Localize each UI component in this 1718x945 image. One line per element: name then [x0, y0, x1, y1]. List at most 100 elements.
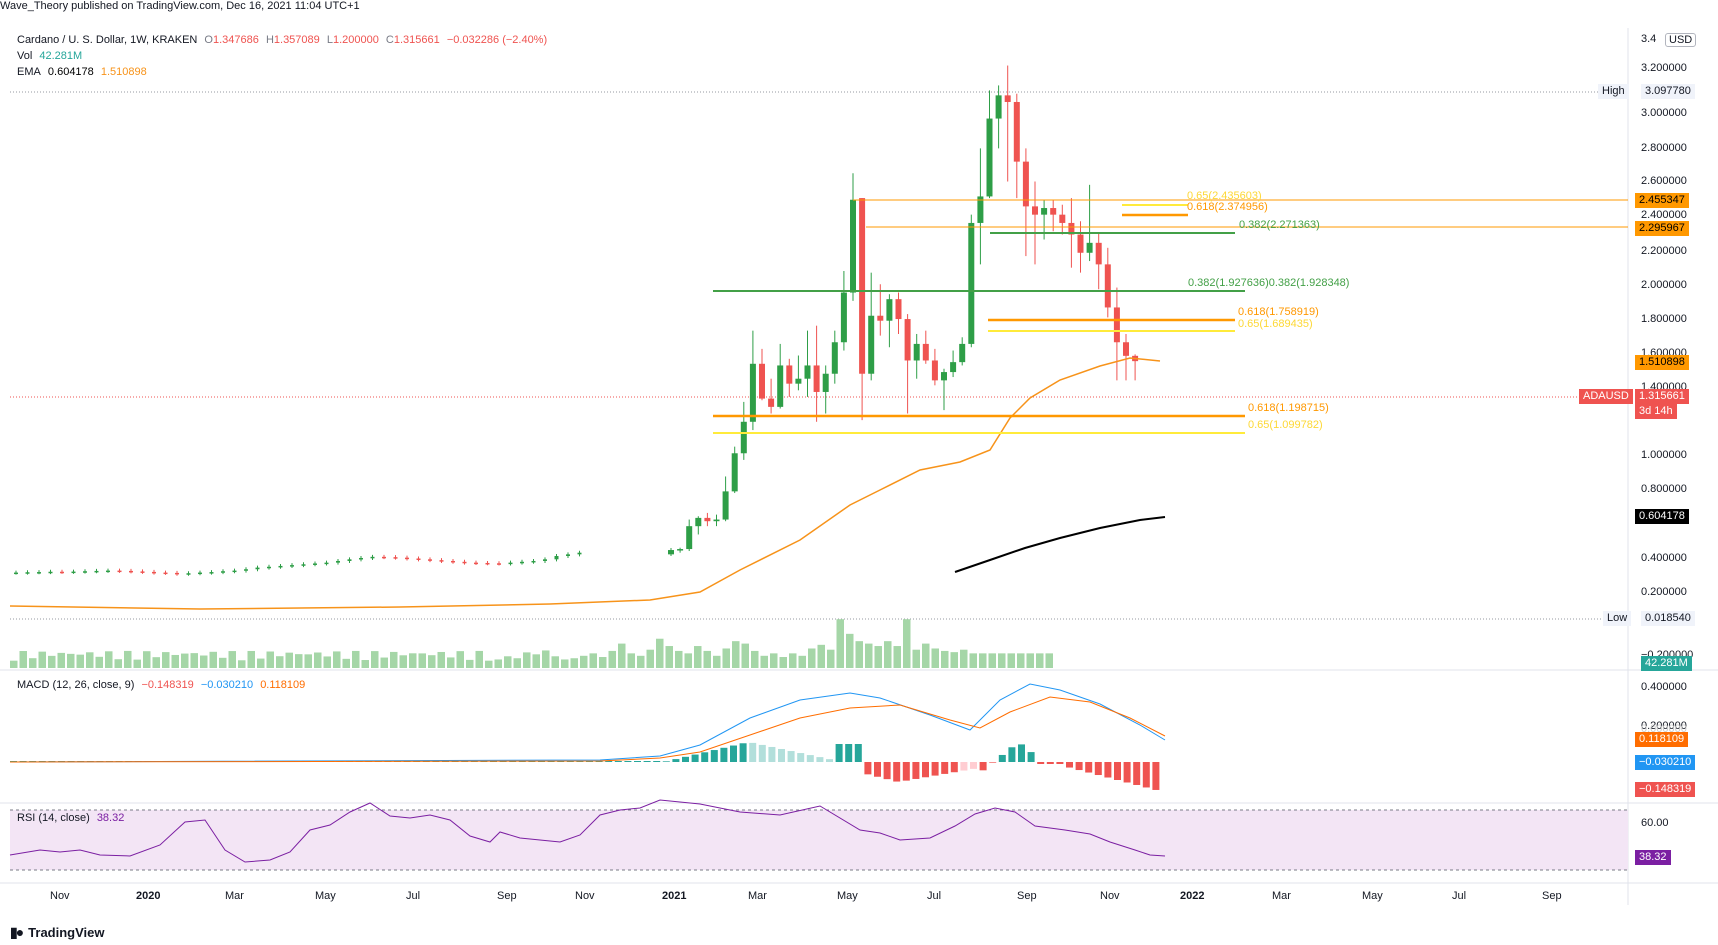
macd-histogram-bar — [998, 754, 1006, 762]
candle-body — [163, 572, 168, 575]
candle-body — [48, 571, 53, 574]
volume-bar — [295, 654, 303, 668]
volume-bar — [181, 653, 189, 668]
volume-bar — [551, 656, 559, 668]
volume-bar — [779, 657, 787, 668]
volume-bar — [361, 660, 369, 668]
time-tick: Sep — [1542, 890, 1562, 902]
volume-bar — [580, 655, 588, 668]
macd-histogram-bar — [1104, 762, 1112, 778]
volume-bar — [865, 643, 873, 668]
macd-histogram-bar — [806, 755, 814, 762]
candle-body — [895, 299, 902, 320]
macd-histogram-bar — [960, 762, 968, 771]
volume-bar — [893, 646, 901, 668]
volume-bar — [1036, 653, 1044, 668]
time-tick: 2021 — [662, 890, 687, 902]
candle-body — [531, 560, 536, 563]
candle-body — [977, 196, 984, 223]
volume-label: Vol — [17, 50, 33, 62]
price-tick: 2.400000 — [1641, 209, 1687, 221]
macd-histogram-bar — [1094, 762, 1102, 776]
candle-body — [1104, 264, 1111, 308]
volume-bar — [371, 651, 379, 668]
candle-body — [336, 560, 340, 563]
macd-histogram-bar — [922, 762, 929, 778]
candle-body — [221, 571, 225, 573]
candle-body — [1068, 222, 1075, 235]
time-tick: Jul — [1452, 890, 1467, 902]
high-marker-value: 3.097780 — [1641, 84, 1695, 99]
volume-bar — [304, 654, 312, 668]
macd-histogram-bar — [662, 761, 670, 762]
volume-bar — [162, 652, 170, 668]
tradingview-logo-icon: ▮● — [10, 924, 24, 940]
volume-bar — [532, 654, 540, 668]
volume-bar — [732, 641, 740, 668]
candle-body — [731, 453, 738, 492]
ema-legend: EMA 0.604178 1.510898 — [17, 66, 151, 78]
candle-body — [922, 343, 929, 361]
candle-body — [198, 572, 202, 575]
candle-body — [370, 556, 375, 559]
candle-body — [186, 573, 191, 575]
volume-bar — [285, 652, 293, 668]
candle-body — [941, 372, 947, 381]
candle-body — [850, 199, 856, 293]
tradingview-logo[interactable]: ▮● TradingView — [10, 924, 105, 941]
macd-histogram-bar — [912, 762, 920, 779]
time-tick: Mar — [1272, 890, 1291, 902]
macd-histogram-bar — [778, 748, 785, 762]
candle-body — [117, 570, 122, 573]
volume-bar — [637, 655, 645, 668]
candle-body — [804, 365, 811, 379]
volume-bar — [257, 658, 265, 668]
macd-histogram-bar — [768, 746, 776, 762]
candle-body — [140, 571, 145, 573]
volume-bar — [114, 659, 122, 668]
time-tick: Nov — [575, 890, 595, 902]
macd-histogram-bar — [864, 762, 872, 775]
macd-histogram-bar — [1027, 752, 1035, 762]
volume-bar — [570, 658, 578, 668]
candle-body — [968, 222, 975, 344]
publisher-line: Wave_Theory published on TradingView.com… — [0, 0, 360, 12]
volume-bar — [143, 651, 151, 668]
candle-body — [1050, 208, 1057, 215]
volume-bar — [504, 656, 512, 668]
candle-body — [347, 559, 352, 561]
volume-bar — [656, 638, 664, 668]
candle-body — [405, 557, 409, 560]
volume-bar — [86, 652, 94, 668]
time-tick: Mar — [225, 890, 244, 902]
candle-body — [313, 563, 317, 565]
high-value: 1.357089 — [273, 34, 320, 46]
volume-bar — [561, 659, 569, 668]
volume-bar — [57, 652, 65, 668]
macd-histogram-bar — [835, 744, 843, 762]
candle-body — [566, 554, 570, 557]
macd-histogram-bar — [1123, 762, 1131, 783]
candle-body — [25, 572, 30, 574]
volume-bar — [333, 651, 341, 668]
macd-histogram-bar — [845, 744, 853, 762]
currency-selector[interactable]: USD — [1665, 33, 1697, 47]
candle-body — [129, 570, 133, 573]
candle-body — [416, 558, 421, 560]
candle-body — [554, 556, 559, 560]
time-tick: Nov — [50, 890, 70, 902]
high-marker-label: High — [1598, 84, 1629, 99]
macd-histogram-bar — [682, 756, 689, 762]
macd-histogram-bar — [1066, 762, 1073, 768]
macd-histogram-bar — [893, 762, 901, 782]
bar-countdown-box: 3d 14h — [1635, 404, 1677, 419]
macd-histogram-bar — [643, 761, 651, 762]
volume-bar — [76, 654, 84, 668]
macd-histogram-bar — [614, 761, 622, 762]
macd-histogram-bar — [634, 761, 641, 762]
candle-body — [777, 365, 784, 407]
close-label: C — [385, 34, 394, 46]
candle-body — [1077, 234, 1084, 253]
candle-body — [382, 556, 386, 559]
